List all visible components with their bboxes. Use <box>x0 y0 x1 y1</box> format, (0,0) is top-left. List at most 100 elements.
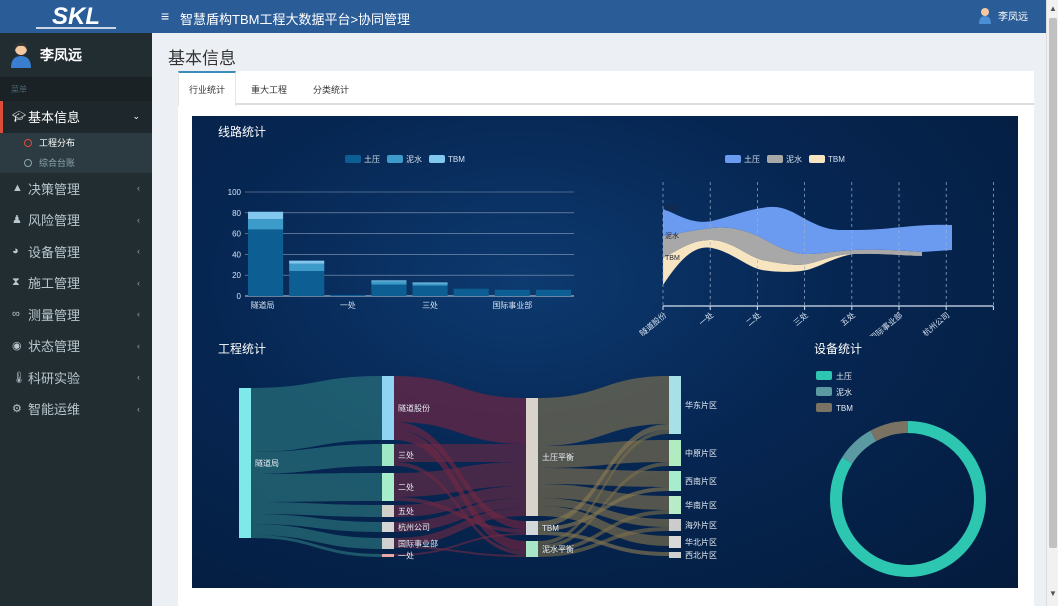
sidebar-item-risk[interactable]: ♟ 风险管理 ‹ <box>0 204 152 236</box>
legend-swatch <box>387 155 403 163</box>
svg-text:SKL: SKL <box>52 3 100 30</box>
sidebar-item-status[interactable]: ◉ 状态管理 ‹ <box>0 330 152 362</box>
sankey-link <box>538 527 669 557</box>
legend-swatch <box>816 371 832 380</box>
pie-chart-icon: ◕ <box>12 245 19 258</box>
graduation-cap-icon: ▲ <box>12 182 23 195</box>
bar-泥水 <box>248 219 284 230</box>
sidebar-subitem-label: 综合台账 <box>39 158 76 168</box>
sidebar-item-label: 设备管理 <box>28 244 81 260</box>
river-x-tick-label: 隧道股份 <box>637 310 668 336</box>
y-tick-label: 0 <box>237 292 242 301</box>
bar-TBM <box>289 260 325 264</box>
bar-土压 <box>330 294 366 296</box>
sidebar-item-ops[interactable]: ⚙ 智能运维 ‹ <box>0 393 152 425</box>
sankey-node-label: 二处 <box>398 482 414 492</box>
x-tick-label: 国际事业部 <box>492 300 532 310</box>
bar-土压 <box>535 289 571 296</box>
bell-icon: ♟ <box>12 214 22 227</box>
x-tick-label: 三处 <box>422 300 438 310</box>
sankey-node <box>669 471 681 491</box>
sankey-node-label: 隧道股份 <box>398 403 430 413</box>
bar-泥水 <box>412 283 448 286</box>
bar-泥水 <box>371 281 407 285</box>
legend-swatch <box>429 155 445 163</box>
sankey-node <box>526 541 538 557</box>
sankey-node <box>669 519 681 531</box>
sidebar: 李凤远 菜单 🎓︎ 基本信息 ⌄ 工程分布 综合台账 ▲ 决策管理 ‹ ♟ 风险… <box>0 33 152 606</box>
user-menu[interactable]: 李凤远 <box>978 7 1028 24</box>
sankey-link <box>538 510 669 553</box>
tab-industry-stats[interactable]: 行业统计 <box>178 71 236 106</box>
y-tick-label: 20 <box>232 271 241 280</box>
sankey-node <box>382 473 394 501</box>
tab-category-stats[interactable]: 分类统计 <box>312 85 349 95</box>
chevron-left-icon: ‹ <box>137 309 140 320</box>
sankey-node <box>526 521 538 535</box>
river-x-tick-label: 三处 <box>791 310 810 328</box>
x-tick-label: 一处 <box>340 300 356 310</box>
chevron-left-icon: ‹ <box>137 246 140 257</box>
page-scrollbar[interactable]: ▲ ▼ <box>1046 0 1058 606</box>
tab-major-projects[interactable]: 重大工程 <box>250 85 287 95</box>
river-series-tbm <box>663 239 922 285</box>
bar-泥水 <box>289 263 325 272</box>
sankey-node <box>669 496 681 514</box>
circle-icon <box>24 158 32 167</box>
sankey-node-label: 国际事业部 <box>398 539 438 549</box>
sankey-node-label: 西北片区 <box>685 550 717 560</box>
page-title: 基本信息 <box>168 49 236 68</box>
sidebar-item-label: 决策管理 <box>28 181 81 197</box>
circle-icon <box>24 138 32 147</box>
user-avatar-icon <box>979 8 991 24</box>
sidebar-toggle-icon[interactable]: ≡ <box>161 8 170 24</box>
chevron-left-icon: ‹ <box>137 372 140 383</box>
dashboard-icon: ◉ <box>12 340 22 353</box>
river-inline-label: 土压 <box>665 203 679 212</box>
sankey-link <box>251 524 382 549</box>
sidebar-subitem-project-distribution[interactable]: 工程分布 <box>0 133 152 153</box>
dashboard-canvas: 线路统计 工程统计 设备统计 0 20 40 60 80 100 隧道局 一处 三处 国际事业部土… <box>192 116 1018 588</box>
sidebar-item-label: 风险管理 <box>28 213 81 229</box>
user-panel: 李凤远 <box>0 33 152 77</box>
sankey-link <box>538 424 669 527</box>
sankey-link <box>394 444 526 462</box>
sidebar-item-construction[interactable]: ⧗ 施工管理 ‹ <box>0 267 152 299</box>
sankey-node-label: 中原片区 <box>685 448 717 458</box>
sankey-link <box>394 376 526 444</box>
y-tick-label: 60 <box>232 230 241 239</box>
chevron-left-icon: ‹ <box>137 277 140 288</box>
logo[interactable]: SKL <box>0 0 152 33</box>
legend-label: 土压 <box>364 154 380 164</box>
sankey-node-label: 海外片区 <box>685 520 717 530</box>
sidebar-item-label: 施工管理 <box>28 276 81 292</box>
top-user-name: 李凤远 <box>998 12 1028 23</box>
sidebar-item-survey[interactable]: ∞ 测量管理 ‹ <box>0 299 152 331</box>
sidebar-item-label: 状态管理 <box>28 339 81 355</box>
sidebar-item-equipment[interactable]: ◕ 设备管理 ‹ <box>0 236 152 268</box>
sidebar-item-decision[interactable]: ▲ 决策管理 ‹ <box>0 173 152 205</box>
legend-swatch <box>725 155 741 163</box>
river-x-tick-label: 五处 <box>838 310 857 328</box>
sankey-link <box>538 484 669 510</box>
scroll-up-icon[interactable]: ▲ <box>1049 4 1057 13</box>
sankey-link <box>394 462 526 555</box>
chevron-left-icon: ‹ <box>137 340 140 351</box>
sidebar-subitem-ledger[interactable]: 综合台账 <box>0 153 152 173</box>
chevron-down-icon: ⌄ <box>132 111 140 122</box>
scroll-down-icon[interactable]: ▼ <box>1049 589 1057 598</box>
scroll-thumb[interactable] <box>1049 18 1057 548</box>
sankey-link <box>538 462 669 549</box>
legend-label: TBM <box>836 404 853 413</box>
tab-panel: 行业统计 重大工程 分类统计 线路统计 工程统计 设备统计 0 20 40 60 80 1… <box>178 71 1034 606</box>
sidebar-item-research[interactable]: 🌡︎ 科研实验 ‹ <box>0 362 152 394</box>
sidebar-item-basic-info[interactable]: 🎓︎ 基本信息 ⌄ <box>0 101 152 133</box>
sankey-link <box>394 498 526 532</box>
sidebar-item-label: 智能运维 <box>28 402 81 418</box>
sankey-node <box>382 554 394 557</box>
sankey-node <box>669 536 681 548</box>
sankey-node <box>382 538 394 549</box>
sankey-link <box>538 487 669 531</box>
